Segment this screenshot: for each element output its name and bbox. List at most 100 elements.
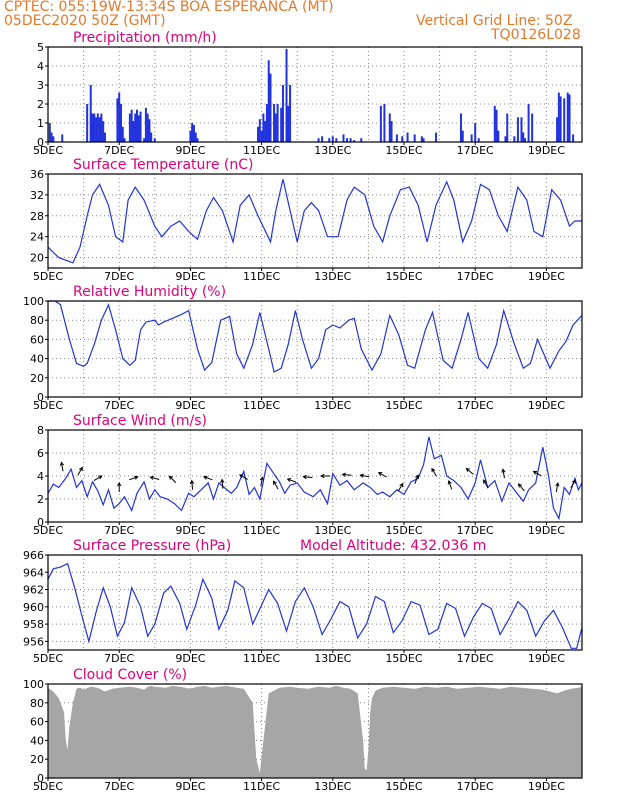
wind-arrow-head <box>431 467 436 473</box>
precip-bar <box>196 138 199 142</box>
x-tick-label: 19DEC <box>528 270 565 283</box>
y-tick-label: 32 <box>30 189 44 202</box>
precip-bar <box>116 98 119 142</box>
precip-bar <box>572 134 575 142</box>
precip-bar <box>331 136 334 142</box>
precip-bar <box>470 134 473 142</box>
precip-bar <box>119 104 122 142</box>
precip-bar <box>406 132 409 142</box>
y-tick-label: 28 <box>30 210 44 223</box>
precip-bar <box>360 138 363 142</box>
precip-bar <box>265 104 268 142</box>
wind-arrow-head <box>517 483 523 488</box>
panel-title: Relative Humidity (%) <box>73 284 226 300</box>
temp-line <box>47 179 582 264</box>
x-tick-label: 5DEC <box>33 270 63 283</box>
precip-bar <box>269 73 272 142</box>
precip-bar <box>132 121 135 142</box>
panel-frame <box>47 554 583 651</box>
precip-bar <box>420 136 423 142</box>
y-tick-label: 40 <box>30 734 44 747</box>
wind-arrow-shaft <box>287 478 297 483</box>
x-tick-label: 15DEC <box>385 524 422 537</box>
precip-bar <box>495 109 498 142</box>
precip-bar <box>556 117 559 142</box>
precip-bar <box>474 123 477 142</box>
y-tick-label: 956 <box>23 635 44 648</box>
wind-arrow-shaft <box>533 471 542 477</box>
wind-arrow <box>414 474 420 484</box>
precip-bar <box>328 138 331 142</box>
wind-arrow-head <box>220 478 225 483</box>
precip-bar <box>143 138 146 142</box>
precip-bar <box>276 104 279 142</box>
y-tick-label: 960 <box>23 601 44 614</box>
precip-bar <box>413 134 416 142</box>
wind-arrow <box>117 481 122 492</box>
pres-line <box>47 562 583 649</box>
wind-arrow <box>259 476 264 487</box>
precip-bar <box>281 85 284 142</box>
x-tick-label: 5DEC <box>33 652 63 665</box>
x-tick-label: 11DEC <box>243 780 280 793</box>
precip-bar <box>100 113 103 142</box>
precip-bar <box>102 121 105 142</box>
x-tick-label: 19DEC <box>528 780 565 793</box>
wind-arrow-shaft <box>448 480 453 490</box>
x-tick-label: 7DEC <box>104 399 134 412</box>
wind-arrow-head <box>302 474 307 480</box>
y-tick-label: 40 <box>30 353 44 366</box>
precip-bar <box>527 104 530 142</box>
x-tick-label: 5DEC <box>33 144 63 157</box>
x-tick-label: 17DEC <box>457 270 494 283</box>
wind-arrow <box>517 483 525 492</box>
x-tick-label: 5DEC <box>33 399 63 412</box>
x-tick-label: 11DEC <box>243 270 280 283</box>
y-tick-label: 36 <box>30 168 44 181</box>
x-tick-label: 19DEC <box>528 399 565 412</box>
wind-arrow <box>302 474 313 480</box>
panel-wind: 0 2 4 6 8 5DEC 7DEC 9DEC 11DEC 13DEC 15DEC 17DEC 19D… <box>33 413 583 537</box>
wind-arrow-shaft <box>431 468 437 477</box>
precip-bar <box>136 109 138 142</box>
precip-bar <box>192 124 195 142</box>
wind-arrow-head <box>572 479 576 484</box>
wind-arrow-head <box>117 481 122 487</box>
y-tick-label: 20 <box>30 753 44 766</box>
precip-bar <box>513 136 516 142</box>
wind-arrow-shaft <box>397 483 404 492</box>
wind-arrow <box>359 473 370 478</box>
precip-bar <box>516 117 519 142</box>
precip-bar <box>422 138 425 142</box>
precip-bar <box>93 113 96 142</box>
precip-bar <box>257 126 260 142</box>
x-tick-label: 15DEC <box>385 652 422 665</box>
wind-arrow <box>570 479 576 489</box>
precip-bar <box>264 121 267 142</box>
wind-arrow-head <box>532 470 538 475</box>
precip-bar <box>153 138 156 142</box>
precip-bar <box>568 94 571 142</box>
precip-bar <box>123 138 126 142</box>
wind-arrow-shaft <box>77 467 83 476</box>
precip-bar <box>86 104 89 142</box>
wind-arrow <box>555 482 560 493</box>
precip-bar <box>52 136 55 142</box>
grid-line-note: Vertical Grid Line: 50Z <box>416 13 573 29</box>
wind-arrow <box>149 475 160 480</box>
wind-arrow <box>168 475 177 483</box>
precip-bar <box>335 138 338 142</box>
wind-arrow <box>483 479 489 489</box>
precip-bar <box>520 117 523 142</box>
x-tick-label: 11DEC <box>243 144 280 157</box>
precip-bar <box>493 105 496 142</box>
wind-arrow-head <box>286 478 292 483</box>
precip-bar <box>95 117 98 142</box>
x-tick-label: 11DEC <box>243 652 280 665</box>
panel-frame <box>47 683 583 779</box>
y-tick-label: 0 <box>37 391 44 404</box>
precip-bar <box>289 85 292 142</box>
wind-line <box>47 436 583 521</box>
x-tick-label: 11DEC <box>243 524 280 537</box>
precip-bar <box>148 119 151 142</box>
